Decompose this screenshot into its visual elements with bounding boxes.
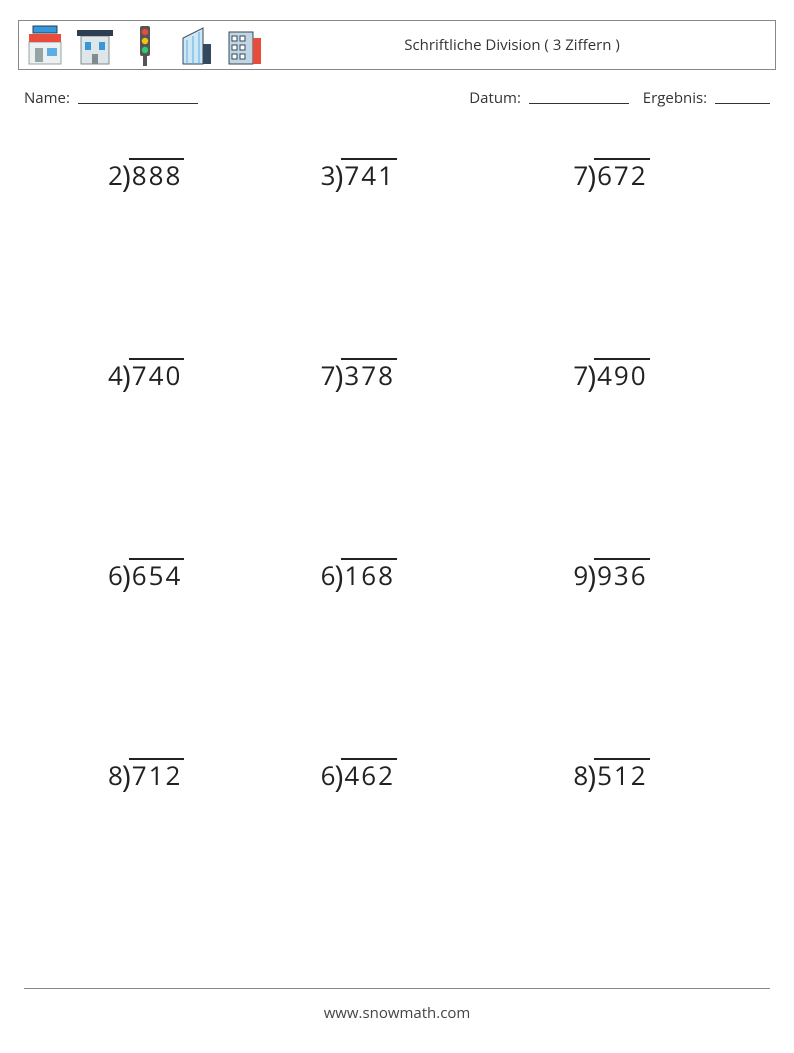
problem-cell: 6)462 (281, 758, 397, 790)
dividend: 888 (129, 158, 185, 188)
dividend: 490 (594, 358, 650, 388)
shop-icon (25, 24, 65, 66)
long-division: 6)168 (321, 558, 397, 589)
problem-cell: 8)712 (48, 758, 184, 790)
apartment-icon (225, 24, 265, 66)
long-division: 7)672 (573, 158, 649, 189)
problem-cell: 2)888 (48, 158, 184, 190)
problem-cell: 7)672 (513, 158, 649, 190)
dividend: 741 (341, 158, 397, 188)
problem-grid: 2)888 3)741 7)672 4)740 7)378 7)490 6)654 6)168… (48, 158, 746, 958)
long-division: 8)512 (573, 758, 649, 789)
problem-cell: 7)490 (513, 358, 649, 390)
long-division: 8)712 (108, 758, 184, 789)
meta-row: Name: Datum: Ergebnis: (24, 88, 770, 108)
date-blank[interactable] (529, 89, 629, 104)
result-blank[interactable] (715, 89, 770, 104)
problem-cell: 3)741 (281, 158, 397, 190)
problem-cell: 8)512 (513, 758, 649, 790)
skyscraper-icon (175, 24, 215, 66)
meta-result: Ergebnis: (643, 88, 770, 108)
dividend: 462 (341, 758, 397, 788)
worksheet-page: Schriftliche Division ( 3 Ziffern ) Name… (0, 0, 794, 1053)
long-division: 7)378 (321, 358, 397, 389)
problem-cell: 6)654 (48, 558, 184, 590)
problem-cell: 6)168 (281, 558, 397, 590)
long-division: 2)888 (108, 158, 184, 189)
long-division: 6)462 (321, 758, 397, 789)
long-division: 6)654 (108, 558, 184, 589)
name-label: Name: (24, 88, 70, 108)
header-title-wrap: Schriftliche Division ( 3 Ziffern ) (265, 24, 769, 66)
long-division: 4)740 (108, 358, 184, 389)
dividend: 168 (341, 558, 397, 588)
dividend: 654 (129, 558, 185, 588)
long-division: 3)741 (321, 158, 397, 189)
name-blank[interactable] (78, 89, 198, 104)
meta-left: Name: (24, 88, 469, 108)
worksheet-title: Schriftliche Division ( 3 Ziffern ) (404, 35, 620, 55)
traffic-light-icon (125, 24, 165, 66)
header-icon-row (25, 24, 265, 66)
long-division: 9)936 (573, 558, 649, 589)
police-icon (75, 24, 115, 66)
dividend: 740 (129, 358, 185, 388)
dividend: 378 (341, 358, 397, 388)
long-division: 7)490 (573, 358, 649, 389)
problem-cell: 9)936 (513, 558, 649, 590)
dividend: 672 (594, 158, 650, 188)
dividend: 512 (594, 758, 650, 788)
date-label: Datum: (469, 88, 521, 108)
problem-cell: 7)378 (281, 358, 397, 390)
footer-text: www.snowmath.com (0, 1003, 794, 1023)
meta-right: Datum: Ergebnis: (469, 88, 770, 108)
meta-date: Datum: (469, 88, 629, 108)
footer-divider (24, 988, 770, 989)
dividend: 712 (129, 758, 185, 788)
header-bar: Schriftliche Division ( 3 Ziffern ) (18, 20, 776, 70)
problem-cell: 4)740 (48, 358, 184, 390)
dividend: 936 (594, 558, 650, 588)
result-label: Ergebnis: (643, 88, 707, 108)
